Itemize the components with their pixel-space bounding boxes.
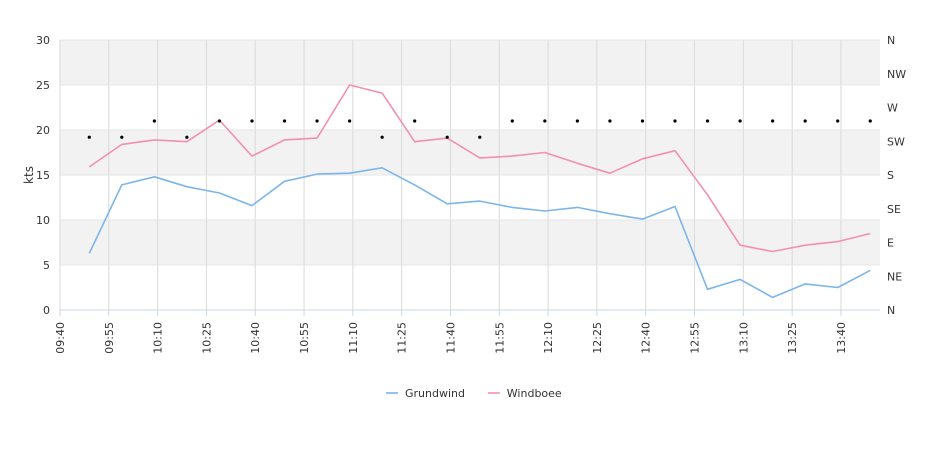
x-tick-label: 11:10 — [347, 322, 360, 354]
y-tick-label: 5 — [43, 259, 50, 272]
y2-tick-label: E — [887, 237, 894, 250]
y-tick-label: 10 — [36, 214, 50, 227]
direction-marker — [120, 135, 124, 139]
direction-marker — [868, 119, 872, 123]
plot-band — [60, 40, 880, 85]
x-tick-label: 13:10 — [737, 322, 750, 354]
y-axis-right-direction: N NE E SE S SW W NW N — [887, 34, 906, 317]
x-tick-label: 13:25 — [786, 322, 799, 354]
y2-tick-label: SW — [887, 135, 905, 148]
direction-marker — [543, 119, 547, 123]
direction-marker — [87, 135, 91, 139]
x-tick-label: 09:55 — [103, 322, 116, 354]
x-tick-label: 10:25 — [200, 322, 213, 354]
direction-marker — [673, 119, 677, 123]
y-tick-label: 0 — [43, 304, 50, 317]
y2-tick-label: NE — [887, 270, 902, 283]
y-tick-label: 25 — [36, 79, 50, 92]
direction-marker — [510, 119, 514, 123]
y2-tick-label: S — [887, 169, 894, 182]
direction-marker — [836, 119, 840, 123]
x-tick-label: 11:40 — [444, 322, 457, 354]
x-tick-label: 12:40 — [640, 322, 653, 354]
direction-marker — [348, 119, 352, 123]
y-axis-left: 0 5 10 15 20 25 30 — [36, 34, 50, 317]
x-tick-label: 09:40 — [54, 322, 67, 354]
legend-label-grundwind: Grundwind — [405, 387, 465, 400]
direction-marker — [608, 119, 612, 123]
x-tick-label: 10:10 — [152, 322, 165, 354]
direction-marker — [380, 135, 384, 139]
x-tick-label: 12:25 — [591, 322, 604, 354]
series-line-grundwind — [88, 167, 871, 299]
direction-marker — [705, 119, 710, 123]
direction-marker — [640, 119, 645, 123]
x-tick-label: 11:25 — [396, 322, 409, 354]
direction-marker — [282, 119, 287, 123]
y2-tick-label: SE — [887, 203, 901, 216]
direction-marker — [575, 119, 579, 123]
y2-tick-label: N — [887, 304, 895, 317]
y2-tick-label: NW — [887, 68, 906, 81]
direction-marker — [445, 135, 449, 139]
direction-marker — [152, 119, 156, 123]
x-tick-label: 12:55 — [689, 322, 702, 354]
x-tick-label: 13:40 — [835, 322, 848, 354]
y2-tick-label: W — [887, 102, 898, 115]
direction-marker — [413, 119, 417, 123]
legend: Grundwind Windboee — [386, 387, 562, 400]
direction-marker — [771, 119, 775, 123]
plot-band — [60, 220, 880, 265]
y2-tick-label: N — [887, 34, 895, 47]
x-tick-label: 10:55 — [298, 322, 311, 354]
y-tick-label: 15 — [36, 169, 50, 182]
y-axis-title: kts — [22, 166, 36, 184]
direction-marker — [217, 119, 222, 123]
direction-marker — [803, 119, 807, 123]
x-tick-label: 10:40 — [249, 322, 262, 354]
legend-label-windboee: Windboee — [507, 387, 562, 400]
y-tick-label: 30 — [36, 34, 50, 47]
direction-markers — [87, 119, 872, 139]
direction-marker — [250, 119, 254, 123]
y-tick-label: 20 — [36, 124, 50, 137]
x-tick-label: 11:55 — [493, 322, 506, 354]
x-tick-label: 12:10 — [542, 322, 555, 354]
direction-marker — [478, 135, 482, 139]
direction-marker — [738, 119, 742, 123]
x-axis: 09:40 09:55 10:10 10:25 10:40 10:55 11:10 11:25… — [54, 309, 880, 354]
direction-marker — [315, 119, 319, 123]
direction-marker — [185, 135, 189, 139]
